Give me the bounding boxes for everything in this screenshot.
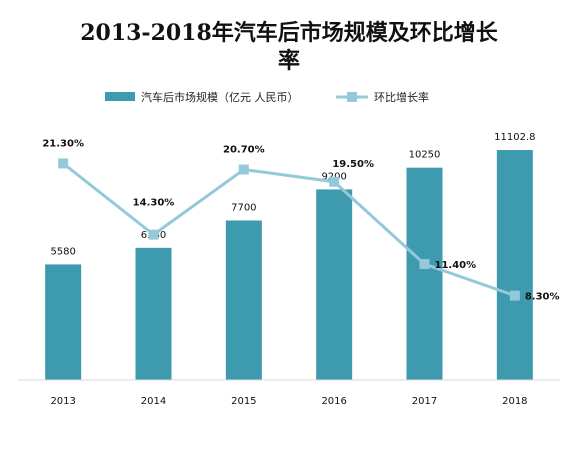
x-tick-2014: 2014 <box>141 396 166 407</box>
bar-series <box>45 150 533 380</box>
growth-line-series <box>58 158 520 301</box>
growth-marker-2013 <box>58 158 69 169</box>
growth-value-labels: 21.30% 14.30% 20.70% 19.50% 11.40% 8.30% <box>42 138 559 302</box>
bar-label-2013: 5580 <box>50 246 75 257</box>
growth-marker-2018 <box>509 290 520 301</box>
x-tick-2017: 2017 <box>412 396 437 407</box>
bar-2018 <box>496 150 533 380</box>
legend: 汽车后市场规模（亿元 人民币） 环比增长率 <box>105 90 429 104</box>
growth-label-2018: 8.30% <box>525 292 560 303</box>
growth-marker-2017 <box>419 259 430 270</box>
legend-bar-label: 汽车后市场规模（亿元 人民币） <box>141 90 299 104</box>
bar-2013 <box>45 264 82 380</box>
growth-label-2015: 20.70% <box>223 145 265 156</box>
chart-title-line1: 2013-2018年汽车后市场规模及环比增长 <box>80 20 499 46</box>
x-tick-2015: 2015 <box>231 396 256 407</box>
bar-label-2018: 11102.8 <box>494 132 535 143</box>
growth-marker-2014 <box>148 229 159 240</box>
bar-2017 <box>406 167 443 380</box>
x-tick-2016: 2016 <box>321 396 346 407</box>
x-axis-ticks: 2013 2014 2015 2016 2017 2018 <box>50 396 527 407</box>
x-tick-2018: 2018 <box>502 396 527 407</box>
legend-line-marker <box>347 92 357 102</box>
bar-label-2015: 7700 <box>231 203 256 214</box>
bar-label-2017: 10250 <box>409 150 441 161</box>
growth-label-2017: 11.40% <box>435 260 477 271</box>
bar-2016 <box>316 189 353 380</box>
growth-label-2014: 14.30% <box>133 198 175 209</box>
legend-bar-swatch <box>105 92 135 101</box>
growth-line <box>62 162 516 298</box>
chart-title-line2: 率 <box>278 48 300 74</box>
growth-marker-2016 <box>329 176 340 187</box>
bar-2014 <box>135 247 172 380</box>
growth-marker-2015 <box>238 164 249 175</box>
growth-label-2013: 21.30% <box>42 138 84 149</box>
legend-line-label: 环比增长率 <box>374 90 429 104</box>
x-tick-2013: 2013 <box>50 396 75 407</box>
bar-value-labels: 55806380770092001025011102.8 <box>50 132 535 257</box>
growth-label-2016: 19.50% <box>332 159 374 170</box>
bar-2015 <box>225 220 262 380</box>
